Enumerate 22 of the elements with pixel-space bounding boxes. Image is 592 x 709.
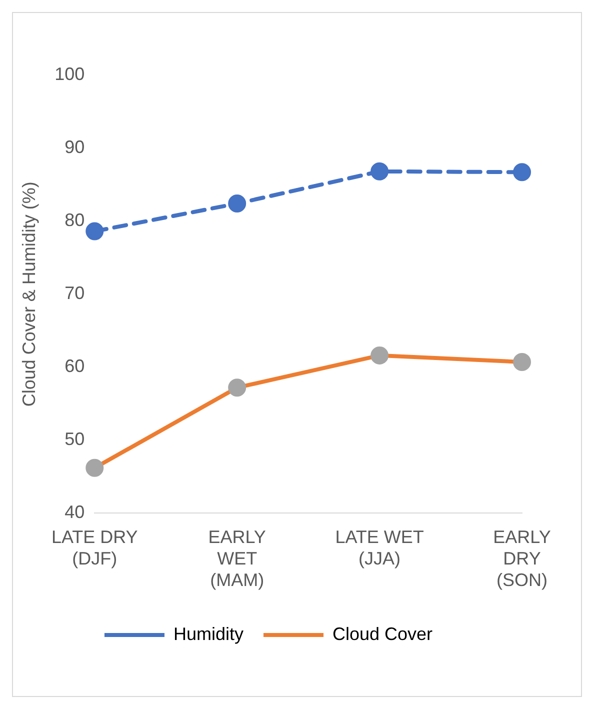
y-tick-label: 80 (64, 210, 85, 230)
x-tick-label: EARLY WET (MAM) (208, 526, 266, 590)
point (228, 378, 246, 397)
y-axis-title: Cloud Cover & Humidity (%) (18, 182, 39, 407)
y-tick-label: 70 (64, 283, 85, 304)
x-tick-label: EARLY DRY (SON) (493, 526, 551, 590)
y-tick-label: 90 (64, 137, 85, 157)
point (86, 458, 104, 477)
point (370, 346, 389, 364)
x-tick-label: LATE WET (JJA) (335, 526, 424, 569)
point (370, 162, 389, 180)
y-tick-label: 100 (54, 64, 85, 84)
y-tick-label: 60 (64, 356, 85, 376)
point (228, 194, 246, 213)
y-tick-label: 50 (64, 429, 85, 450)
point (86, 222, 104, 240)
x-tick-label: LATE DRY (DJF) (51, 526, 138, 569)
legend-label: Cloud Cover (332, 624, 433, 644)
legend-label: Humidity (173, 624, 244, 644)
y-tick-label: 40 (64, 502, 85, 522)
point (513, 163, 531, 182)
point (513, 353, 531, 372)
